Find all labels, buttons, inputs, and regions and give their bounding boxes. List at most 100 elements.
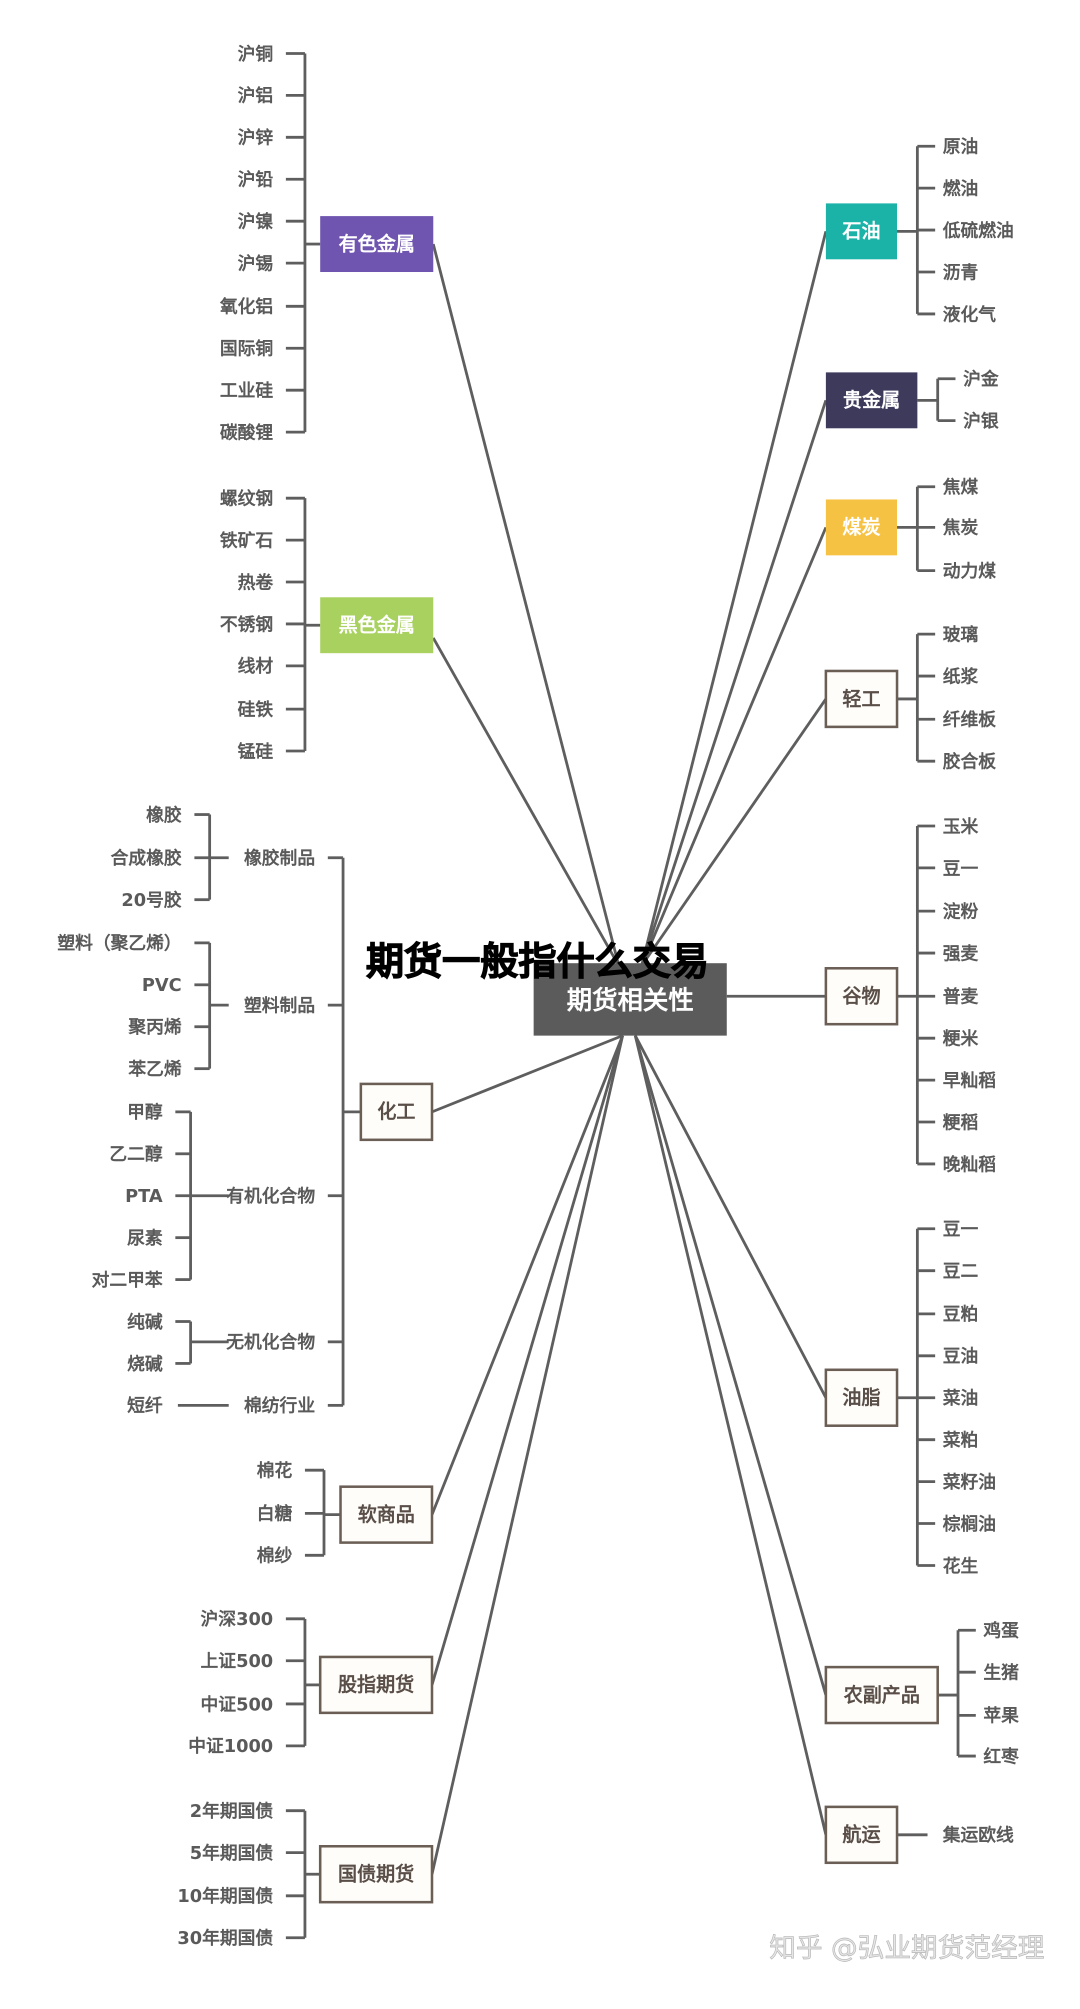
branch-connector — [634, 1034, 828, 1399]
leaf-label: 玉米 — [943, 815, 979, 837]
leaf-label: 菜油 — [942, 1387, 979, 1409]
leaf-label: 5年期国债 — [190, 1842, 274, 1864]
leaf-label: 沪铝 — [238, 85, 274, 107]
branch-r0-label: 石油 — [841, 221, 880, 243]
leaf-label: 聚丙烯 — [127, 1016, 182, 1038]
branch-4[interactable]: 股指期货 — [318, 1655, 434, 1715]
branch-r4[interactable]: 谷物 — [824, 967, 899, 1026]
branch-r5[interactable]: 油脂 — [824, 1368, 899, 1427]
leaf-label: 红枣 — [983, 1745, 1019, 1767]
branch-r7-label: 航运 — [842, 1823, 880, 1846]
branch-r6[interactable]: 农副产品 — [824, 1665, 939, 1725]
branch-3-label: 软商品 — [358, 1503, 415, 1526]
leaf-label: 焦炭 — [942, 517, 979, 539]
leaf-label: 沪金 — [963, 368, 999, 390]
branch-connector — [640, 698, 828, 967]
leaf-label: 棉纱 — [257, 1545, 293, 1567]
leaf-label: 塑料（聚乙烯） — [57, 932, 181, 954]
leaf-label: PVC — [142, 975, 182, 996]
group-label: 无机化合物 — [226, 1331, 315, 1353]
leaf-label: 锰硅 — [238, 740, 274, 762]
leaf-label: 纤维板 — [943, 709, 997, 731]
leaf-label: 氧化铝 — [219, 296, 273, 318]
leaf-label: 线材 — [238, 655, 274, 677]
leaf-label: 低硫燃油 — [942, 219, 1014, 241]
center-node[interactable]: 期货相关性 — [533, 963, 727, 1036]
leaf-label: 乙二醇 — [109, 1143, 163, 1165]
branch-r3-box — [824, 669, 899, 729]
leaf-label: 普麦 — [943, 986, 979, 1008]
leaf-label: 棕榈油 — [943, 1513, 996, 1535]
leaf-label: 合成橡胶 — [111, 847, 182, 869]
branch-connector — [431, 1034, 624, 1114]
branch-2-box — [359, 1082, 434, 1142]
branch-r2[interactable]: 煤炭 — [825, 499, 898, 556]
branch-connector — [430, 1035, 624, 1516]
branch-5[interactable]: 国债期货 — [318, 1844, 434, 1904]
branch-r4-box — [824, 967, 899, 1026]
leaf-label: 工业硅 — [220, 380, 274, 402]
branch-0[interactable]: 有色金属 — [320, 216, 434, 273]
leaf-label: 上证500 — [201, 1651, 274, 1672]
leaf-label: 淀粉 — [943, 900, 979, 922]
watermark: 知乎 @弘业期货范经理 — [769, 1933, 1044, 1964]
leaf-label: 烧碱 — [127, 1353, 163, 1375]
branch-r3[interactable]: 轻工 — [824, 669, 899, 729]
branch-r1-box — [825, 372, 918, 429]
leaf-label: 焦煤 — [942, 476, 979, 498]
branch-1[interactable]: 黑色金属 — [320, 597, 434, 654]
leaf-label: 早籼稻 — [943, 1069, 997, 1091]
branch-connector — [430, 1035, 624, 1875]
center-label: 期货相关性 — [567, 985, 694, 1015]
leaf-label: 不锈钢 — [220, 613, 273, 635]
branch-connector — [431, 243, 621, 967]
leaf-label: 白糖 — [257, 1503, 293, 1525]
branch-2[interactable]: 化工 — [359, 1082, 434, 1142]
leaf-label: PTA — [125, 1186, 163, 1207]
leaf-label: 花生 — [943, 1555, 979, 1577]
branch-4-box — [318, 1655, 434, 1715]
branch-r5-label: 油脂 — [842, 1387, 880, 1409]
branch-r3-label: 轻工 — [842, 687, 880, 710]
leaf-label: 豆粕 — [943, 1303, 979, 1325]
branch-r1-label: 贵金属 — [843, 389, 900, 412]
leaf-label: 沪深300 — [201, 1608, 274, 1630]
branch-r0-box — [825, 203, 898, 260]
leaf-label: 鸡蛋 — [982, 1620, 1019, 1642]
leaf-label: 对二甲苯 — [92, 1269, 163, 1291]
leaf-label: 苹果 — [983, 1705, 1019, 1727]
leaf-label: 10年期国债 — [177, 1885, 273, 1907]
branch-3[interactable]: 软商品 — [339, 1485, 434, 1544]
leaf-label: 晚籼稻 — [943, 1153, 997, 1175]
branch-4-label: 股指期货 — [338, 1673, 414, 1696]
leaf-label: 豆一 — [943, 1219, 979, 1240]
leaf-label: 铁矿石 — [220, 529, 273, 551]
leaf-label: 胶合板 — [943, 751, 997, 773]
leaf-label: 沪银 — [963, 410, 999, 432]
branch-r6-label: 农副产品 — [843, 1683, 920, 1706]
leaf-label: 粳米 — [943, 1028, 979, 1050]
leaf-label: 沪镍 — [238, 211, 274, 233]
leaf-label: 热卷 — [238, 571, 275, 593]
leaf-label: 纯碱 — [127, 1311, 163, 1333]
leaf-label: 螺纹钢 — [220, 488, 273, 510]
branch-r7[interactable]: 航运 — [824, 1805, 899, 1865]
leaf-label: 苯乙烯 — [127, 1058, 182, 1080]
branch-r7-box — [824, 1805, 899, 1865]
leaf-label: 原油 — [943, 136, 979, 158]
leaf-label: 菜粕 — [942, 1429, 979, 1451]
leaf-label: 生猪 — [983, 1662, 1019, 1684]
branch-r1[interactable]: 贵金属 — [825, 372, 918, 429]
leaf-label: 30年期国债 — [177, 1927, 273, 1949]
leaf-label: 20号胶 — [121, 889, 181, 911]
branch-r0[interactable]: 石油 — [825, 203, 898, 260]
leaf-label: 国际铜 — [220, 338, 273, 360]
leaf-label: 粳稻 — [943, 1111, 979, 1133]
branch-connector — [633, 1035, 828, 1696]
leaf-label: 豆一 — [943, 858, 979, 879]
leaf-label: 强麦 — [943, 942, 979, 964]
leaf-label: 纸浆 — [943, 665, 979, 687]
connector-lines — [175, 52, 976, 1940]
